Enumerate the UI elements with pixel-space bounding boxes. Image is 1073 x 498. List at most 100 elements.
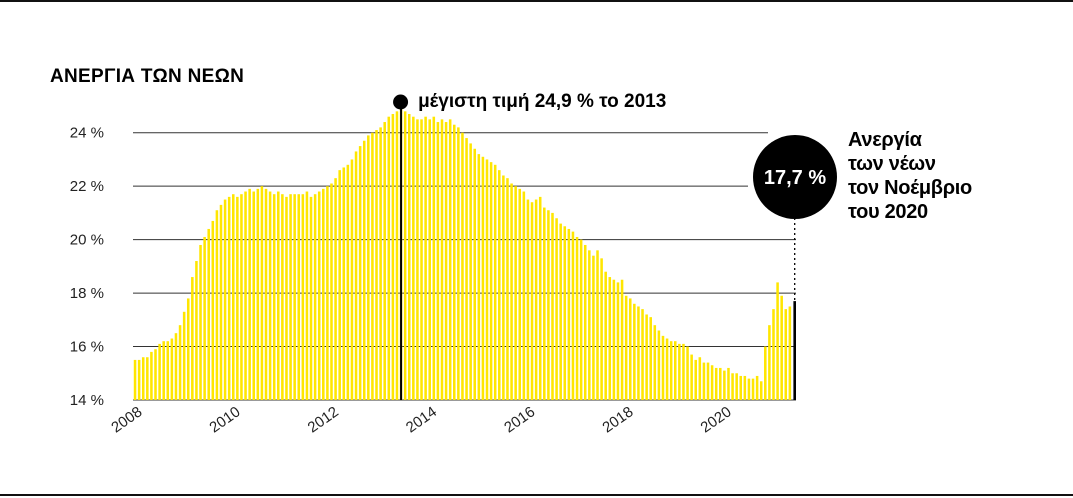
bar <box>146 357 149 400</box>
bar <box>714 367 718 400</box>
bar <box>547 210 550 400</box>
bar <box>477 154 481 400</box>
bar <box>489 162 493 400</box>
annotations: μέγιστη τιμή 24,9 % το 2013 17,7 % <box>393 91 837 400</box>
chart-title: ΑΝΕΡΓΙΑ ΤΩΝ ΝΕΩΝ <box>50 66 245 87</box>
bar <box>498 170 501 400</box>
current-circle <box>753 135 837 219</box>
bar <box>473 148 477 400</box>
bar <box>567 228 571 400</box>
peak-annotation: μέγιστη τιμή 24,9 % το 2013 <box>418 91 666 112</box>
bar <box>227 196 231 400</box>
bar <box>649 317 652 400</box>
bar <box>735 373 738 400</box>
bar <box>678 343 681 400</box>
y-tick-label: 16 % <box>70 339 104 356</box>
bar <box>448 119 452 400</box>
bar <box>551 212 554 400</box>
bar <box>358 146 362 400</box>
bar <box>186 298 190 400</box>
bar <box>637 306 640 400</box>
side-label-line: τον Νοέμβριο <box>848 177 972 199</box>
bar <box>764 346 767 400</box>
bar <box>313 194 317 400</box>
bar <box>170 338 174 400</box>
bar <box>493 164 497 400</box>
bar <box>342 167 346 400</box>
bar <box>440 119 444 400</box>
bar <box>759 381 763 400</box>
bar <box>195 261 198 400</box>
bar <box>543 207 546 400</box>
y-tick-label: 20 % <box>70 232 104 249</box>
bar <box>412 116 415 400</box>
bar <box>571 231 575 400</box>
bar <box>706 362 710 400</box>
y-tick-label: 18 % <box>70 285 104 302</box>
bar <box>371 132 374 400</box>
side-label-line: των νέων <box>848 153 936 175</box>
bar <box>719 367 722 400</box>
bar <box>256 188 260 400</box>
bar <box>444 122 448 400</box>
bar <box>305 191 309 400</box>
bar <box>788 306 792 400</box>
bar <box>182 311 186 400</box>
bar <box>424 116 427 400</box>
bar <box>604 271 607 400</box>
bar <box>772 309 775 400</box>
x-tick-label: 2016 <box>501 403 538 436</box>
bar-current <box>793 301 796 400</box>
bar <box>669 341 673 400</box>
bar <box>502 175 505 400</box>
bar <box>624 295 628 400</box>
bar <box>277 191 280 400</box>
bar <box>588 250 591 400</box>
bar <box>776 282 779 400</box>
bar <box>236 196 239 400</box>
y-tick-labels: 14 % 16 % 18 % 20 % 22 % 24 % <box>70 125 104 409</box>
bar <box>395 111 399 400</box>
bar <box>575 236 579 400</box>
bar <box>211 220 215 400</box>
bar <box>583 244 587 400</box>
bar <box>645 314 648 400</box>
bar <box>326 186 329 400</box>
bar <box>665 338 669 400</box>
bar <box>215 210 219 400</box>
bar <box>203 236 206 400</box>
bar <box>620 279 624 400</box>
x-tick-labels: 2008 2010 2012 2014 2016 2018 2020 <box>108 403 734 436</box>
bar <box>739 375 743 400</box>
bar <box>510 183 513 400</box>
bar <box>481 156 485 400</box>
bar <box>272 194 276 400</box>
bar <box>350 159 354 400</box>
bar <box>191 277 194 400</box>
bar <box>432 116 436 400</box>
bar <box>727 367 730 400</box>
bar <box>514 186 517 400</box>
bar <box>174 333 178 400</box>
bar <box>223 199 227 400</box>
bar <box>285 196 288 400</box>
bar <box>150 351 153 400</box>
side-label: Ανεργία των νέων τον Νοέμβριο του 2020 <box>848 128 1048 224</box>
bar <box>751 378 755 400</box>
x-tick-label: 2012 <box>305 403 342 436</box>
bar <box>743 375 747 400</box>
bar <box>436 122 440 400</box>
bar <box>260 186 264 400</box>
bar <box>293 194 296 400</box>
bar <box>600 258 603 400</box>
bar <box>207 228 210 400</box>
bar <box>768 325 771 400</box>
bar <box>485 159 489 400</box>
bar <box>428 119 431 400</box>
bar <box>628 298 632 400</box>
bar <box>162 341 165 400</box>
bar <box>641 309 644 400</box>
bar <box>657 330 661 400</box>
bar <box>702 362 706 400</box>
